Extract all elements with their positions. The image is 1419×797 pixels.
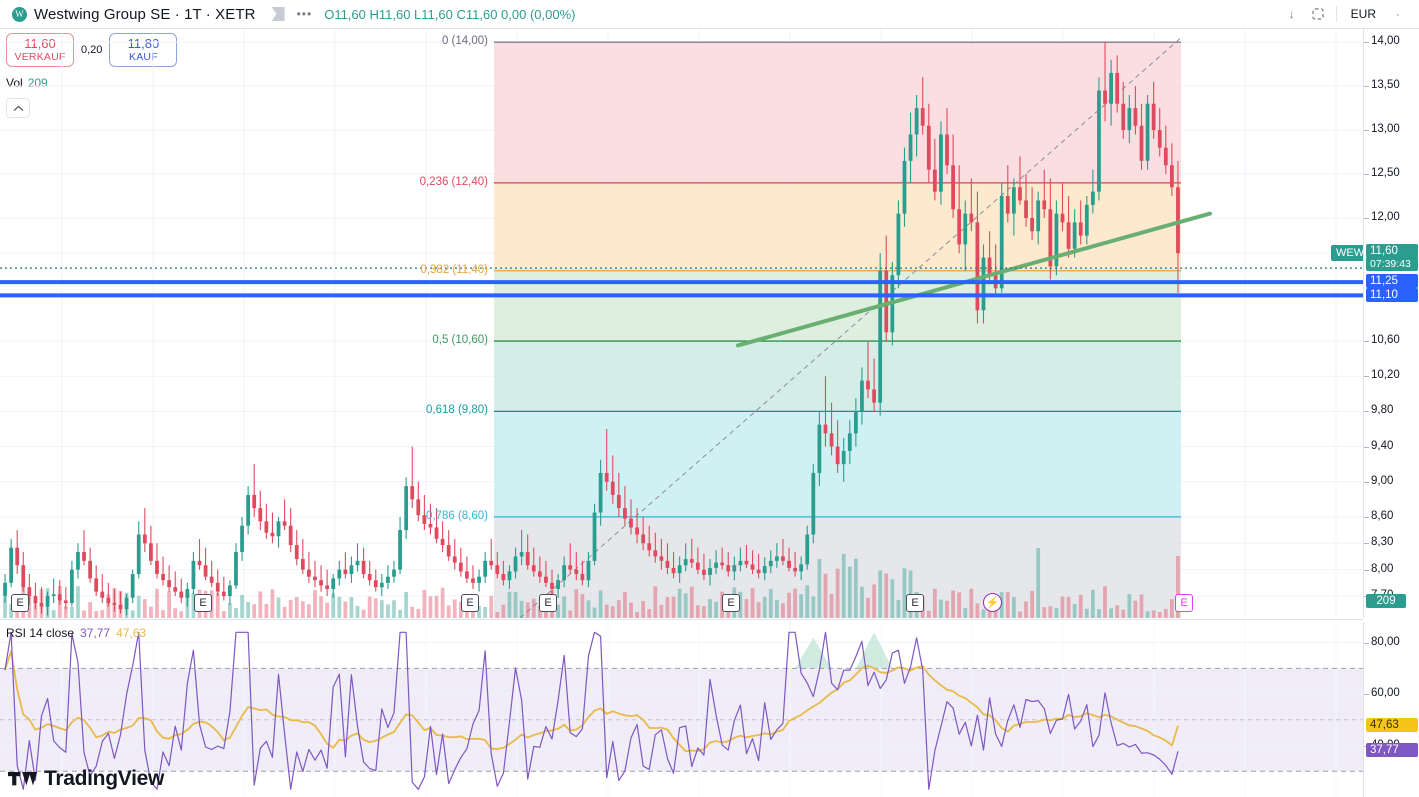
price-axis-tick: 13,00 bbox=[1371, 123, 1400, 136]
divider bbox=[1335, 6, 1337, 22]
last-price-tag[interactable]: 11,60 bbox=[1366, 244, 1418, 259]
header-right-tools: ↓ EUR · bbox=[1281, 4, 1413, 24]
rsi-ma-tag[interactable]: 47,63 bbox=[1366, 717, 1418, 732]
tradingview-logo-icon bbox=[8, 771, 38, 785]
price-axis-tick: 9,00 bbox=[1371, 474, 1394, 487]
ohlc-values: O11,60 H11,60 L11,60 C11,60 0,00 (0,00%) bbox=[324, 6, 576, 22]
axis-tick-mark bbox=[1364, 218, 1369, 219]
fib-level-label[interactable]: 0,5 (10,60) bbox=[432, 334, 488, 347]
earnings-marker[interactable]: E bbox=[461, 594, 479, 612]
buy-button[interactable]: 11,80 KAUF bbox=[109, 33, 178, 67]
sell-price: 11,60 bbox=[24, 36, 56, 51]
price-axis-tick: 8,00 bbox=[1371, 562, 1394, 575]
symbol-price-tag[interactable]: WEW bbox=[1331, 245, 1370, 262]
fib-level-label[interactable]: 0,382 (11,40) bbox=[420, 263, 488, 276]
buy-price: 11,80 bbox=[127, 36, 160, 51]
lightning-bolt-icon[interactable]: ⚡ bbox=[983, 593, 1002, 612]
price-axis-tick: 10,60 bbox=[1371, 334, 1400, 347]
axis-tick-mark bbox=[1364, 411, 1369, 413]
price-axis-tick: 8,30 bbox=[1371, 536, 1394, 549]
axis-tick-mark bbox=[1364, 130, 1369, 132]
countdown-tag[interactable]: 07:39:43 bbox=[1366, 257, 1418, 272]
pane-divider[interactable] bbox=[0, 619, 1363, 620]
earnings-marker[interactable]: E bbox=[906, 594, 924, 612]
future-earnings-marker[interactable]: E bbox=[1175, 594, 1193, 612]
rsi-value: 37,77 bbox=[80, 626, 111, 640]
price-axis-tick: 14,00 bbox=[1371, 35, 1400, 48]
spread-value: 0,20 bbox=[81, 44, 103, 56]
rsi-ma-value: 47,63 bbox=[116, 626, 147, 640]
buy-label: KAUF bbox=[129, 51, 158, 63]
price-axis-tick: 8,60 bbox=[1371, 509, 1394, 522]
axis-tick-mark bbox=[1364, 569, 1369, 571]
axis-tick-mark bbox=[1364, 86, 1369, 88]
price-chart-pane[interactable] bbox=[0, 29, 1363, 618]
chevron-icon[interactable]: · bbox=[1396, 7, 1400, 21]
axis-tick-mark bbox=[1364, 516, 1369, 518]
fib-level-label[interactable]: 0,786 (8,60) bbox=[425, 509, 488, 522]
rsi-title: RSI 14 close bbox=[6, 626, 75, 640]
earnings-marker[interactable]: E bbox=[11, 594, 29, 612]
price-axis-tick: 12,50 bbox=[1371, 167, 1400, 180]
price-chart-canvas bbox=[0, 29, 1363, 618]
axis-tick-mark bbox=[1364, 694, 1369, 696]
rsi-chart-pane[interactable] bbox=[0, 622, 1363, 797]
chart-header: W Westwing Group SE · 1T · XETR ••• O11,… bbox=[0, 0, 1419, 29]
collapse-pane-button[interactable] bbox=[6, 98, 30, 118]
earnings-marker[interactable]: E bbox=[539, 594, 557, 612]
earnings-marker[interactable]: E bbox=[722, 594, 740, 612]
axis-tick-mark bbox=[1364, 341, 1369, 343]
download-icon[interactable]: ↓ bbox=[1288, 7, 1295, 21]
axis-tick-mark bbox=[1364, 376, 1369, 378]
fib-level-label[interactable]: 0,236 (12,40) bbox=[419, 175, 488, 188]
tradingview-watermark: TradingView bbox=[8, 767, 164, 791]
symbol-button[interactable]: W Westwing Group SE · 1T · XETR bbox=[6, 4, 262, 25]
fib-level-label[interactable]: 0 (14,00) bbox=[441, 35, 488, 48]
currency-button[interactable]: EUR bbox=[1350, 7, 1376, 21]
fib-level-label[interactable]: 0,618 (9,80) bbox=[425, 404, 488, 417]
sell-button[interactable]: 11,60 VERKAUF bbox=[6, 33, 74, 67]
tradingview-logo-text: TradingView bbox=[44, 767, 165, 790]
volume-tag[interactable]: 209 bbox=[1366, 594, 1406, 608]
price-axis-tick: 12,00 bbox=[1371, 211, 1400, 223]
price-line-tag-2[interactable]: 11,10 bbox=[1366, 288, 1418, 303]
price-axis-tick: 9,40 bbox=[1371, 439, 1394, 452]
axis-tick-mark bbox=[1364, 481, 1369, 483]
rsi-axis-tick: 80,00 bbox=[1371, 635, 1400, 648]
earnings-marker[interactable]: E bbox=[194, 594, 212, 612]
symbol-title: Westwing Group SE · 1T · XETR bbox=[34, 5, 256, 23]
axis-tick-mark bbox=[1364, 642, 1369, 644]
sell-label: VERKAUF bbox=[14, 51, 66, 63]
axis-tick-mark bbox=[1364, 174, 1369, 176]
fullscreen-icon[interactable] bbox=[1307, 4, 1329, 24]
price-line-tag-1[interactable]: 11,25 bbox=[1366, 274, 1418, 289]
rsi-chart-canvas bbox=[0, 622, 1363, 797]
axis-tick-mark bbox=[1364, 446, 1369, 448]
price-axis-tick: 9,80 bbox=[1371, 404, 1394, 417]
rsi-value-tag[interactable]: 37,77 bbox=[1366, 743, 1418, 758]
axis-tick-mark bbox=[1364, 42, 1369, 44]
more-dots-icon[interactable]: ••• bbox=[296, 7, 313, 21]
quote-bar: 11,60 VERKAUF 0,20 11,80 KAUF bbox=[6, 33, 178, 67]
price-axis[interactable]: 14,00 13,50 13,00 12,50 12,00 10,60 10,20 9,80 9… bbox=[1363, 29, 1419, 618]
price-axis-tick: 10,20 bbox=[1371, 369, 1400, 382]
price-axis-tick: 13,50 bbox=[1371, 79, 1400, 92]
axis-tick-mark bbox=[1364, 543, 1369, 545]
rsi-axis-tick: 60,00 bbox=[1371, 687, 1400, 700]
rsi-legend[interactable]: RSI 14 close 37,77 47,63 bbox=[6, 626, 146, 640]
flag-icon[interactable] bbox=[271, 7, 285, 21]
symbol-logo-icon: W bbox=[12, 6, 27, 22]
